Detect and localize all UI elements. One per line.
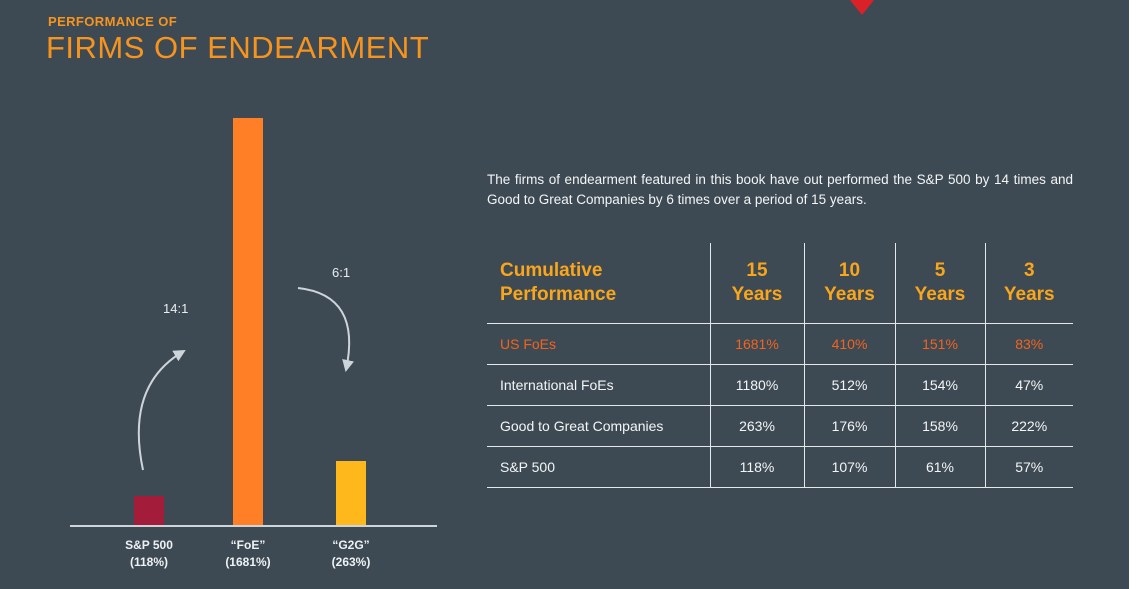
ratio-label-6-1: 6:1 — [332, 265, 351, 280]
header-line: 10 — [838, 260, 861, 281]
header-line: Years — [1003, 284, 1055, 305]
table-row-us-foes: US FoEs 1681% 410% 151% 83% — [487, 323, 1073, 365]
table-header-row: Cumulative Performance 15 Years 10 Years… — [487, 243, 1073, 324]
table-cell: 263% — [709, 405, 804, 447]
bar-chart: 14:1 6:1 S&P 500 (118%) “FoE” (1681%) “G… — [70, 105, 440, 580]
bar-sp500 — [134, 496, 164, 525]
chart-baseline — [70, 525, 437, 527]
table-cell: 154% — [894, 364, 985, 406]
table-cell: 176% — [803, 405, 895, 447]
table-cell: 410% — [803, 323, 895, 365]
table-cell: 158% — [894, 405, 985, 447]
bar-label-sp500: S&P 500 (118%) — [104, 537, 194, 571]
bar-category-label: S&P 500 — [125, 538, 173, 552]
table-cell: 1681% — [709, 323, 804, 365]
table-row-good-to-great: Good to Great Companies 263% 176% 158% 2… — [487, 405, 1073, 447]
bar-category-label: “FoE” — [230, 538, 266, 552]
table-cell: 512% — [803, 364, 895, 406]
row-label: International FoEs — [487, 364, 710, 406]
bar-value-label: (263%) — [331, 555, 371, 569]
header-line: 5 — [934, 260, 946, 281]
row-label: S&P 500 — [487, 446, 710, 488]
table-cell: 118% — [709, 446, 804, 488]
table-cell: 107% — [803, 446, 895, 488]
header-line: 3 — [1023, 260, 1035, 281]
page-title: FIRMS OF ENDEARMENT — [46, 30, 430, 65]
row-label: Good to Great Companies — [487, 405, 710, 447]
bar-category-label: “G2G” — [332, 538, 370, 552]
curve-arrow-14-icon — [137, 350, 186, 471]
table-cell: 222% — [984, 405, 1073, 447]
table-header-15-years: 15 Years — [709, 243, 804, 324]
bar-value-label: (118%) — [129, 555, 169, 569]
curve-arrow-6-icon — [297, 287, 354, 372]
table-row-sp500: S&P 500 118% 107% 61% 57% — [487, 446, 1073, 488]
bar-foe — [233, 118, 263, 525]
header-line: 15 — [746, 260, 768, 281]
bar-label-g2g: “G2G” (263%) — [306, 537, 396, 571]
table-cell: 57% — [984, 446, 1073, 488]
table-header-10-years: 10 Years — [803, 243, 895, 324]
table-cell: 61% — [894, 446, 985, 488]
table-header-3-years: 3 Years — [984, 243, 1073, 324]
table-cell: 47% — [984, 364, 1073, 406]
bar-g2g — [336, 461, 366, 525]
header-line: Years — [914, 284, 966, 305]
performance-table: Cumulative Performance 15 Years 10 Years… — [487, 243, 1073, 488]
table-header-5-years: 5 Years — [894, 243, 985, 324]
ratio-label-14-1: 14:1 — [163, 301, 189, 316]
curved-arrows-icon — [137, 287, 354, 471]
bar-value-label: (1681%) — [225, 555, 271, 569]
table-header-cumulative-performance: Cumulative Performance — [487, 243, 710, 324]
table-row-international-foes: International FoEs 1180% 512% 154% 47% — [487, 364, 1073, 406]
table-cell: 151% — [894, 323, 985, 365]
bar-label-foe: “FoE” (1681%) — [203, 537, 293, 571]
summary-paragraph: The firms of endearment featured in this… — [487, 172, 1073, 207]
header-line: Performance — [500, 284, 617, 305]
table-cell: 1180% — [709, 364, 804, 406]
table-cell: 83% — [984, 323, 1073, 365]
page-edge-strip — [1129, 0, 1137, 589]
red-down-arrow-icon — [850, 0, 874, 15]
header-line: Years — [731, 284, 783, 305]
row-label: US FoEs — [487, 323, 710, 365]
header-line: Years — [824, 284, 875, 305]
header-line: Cumulative — [500, 260, 603, 281]
slide-eyebrow: PERFORMANCE OF — [48, 14, 178, 29]
